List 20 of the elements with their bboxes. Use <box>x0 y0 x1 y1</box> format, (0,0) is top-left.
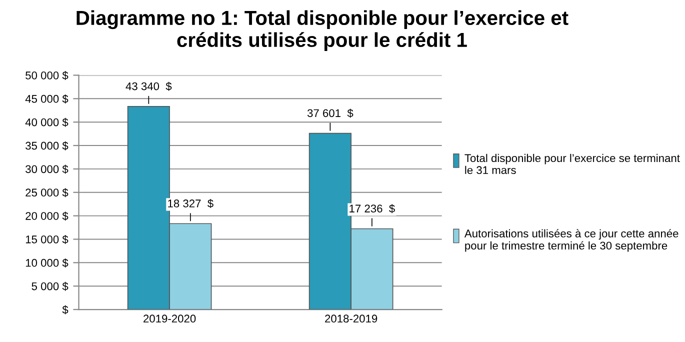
y-tick-label: 10 000 $ <box>26 258 68 268</box>
data-label: 43 340 $ <box>126 82 172 91</box>
data-label: 37 601 $ <box>307 108 354 118</box>
legend-label: Autorisations utilisées à ce jour cette année pour le trimestre terminé le 30 septembre <box>464 229 678 252</box>
chart-title: Diagramme no 1: Total disponible pour l’exercice et crédits utilisés pour le crédit 1 <box>76 10 568 52</box>
y-tick-label: 45 000 $ <box>25 94 68 104</box>
x-tick-label: 2019-2020 <box>144 314 196 323</box>
y-tick-label: 15 000 $ <box>26 235 68 244</box>
legend-label: Total disponible pour l’exercice se terminant le 31 mars <box>464 154 680 174</box>
y-tick-label: 5 000 $ <box>32 282 68 291</box>
y-tick-label: $ <box>62 305 68 314</box>
data-label: 18 327 $ <box>168 199 214 208</box>
y-tick-label: 40 000 $ <box>25 118 68 127</box>
y-tick-label: 25 000 $ <box>26 188 68 198</box>
y-tick-label: 30 000 $ <box>26 164 68 174</box>
data-label: 17 236 $ <box>350 204 395 214</box>
y-tick-label: 50 000 $ <box>26 71 68 80</box>
y-tick-label: 20 000 $ <box>26 212 68 221</box>
y-tick-label: 35 000 $ <box>26 141 68 150</box>
x-tick-label: 2018-2019 <box>325 314 378 323</box>
